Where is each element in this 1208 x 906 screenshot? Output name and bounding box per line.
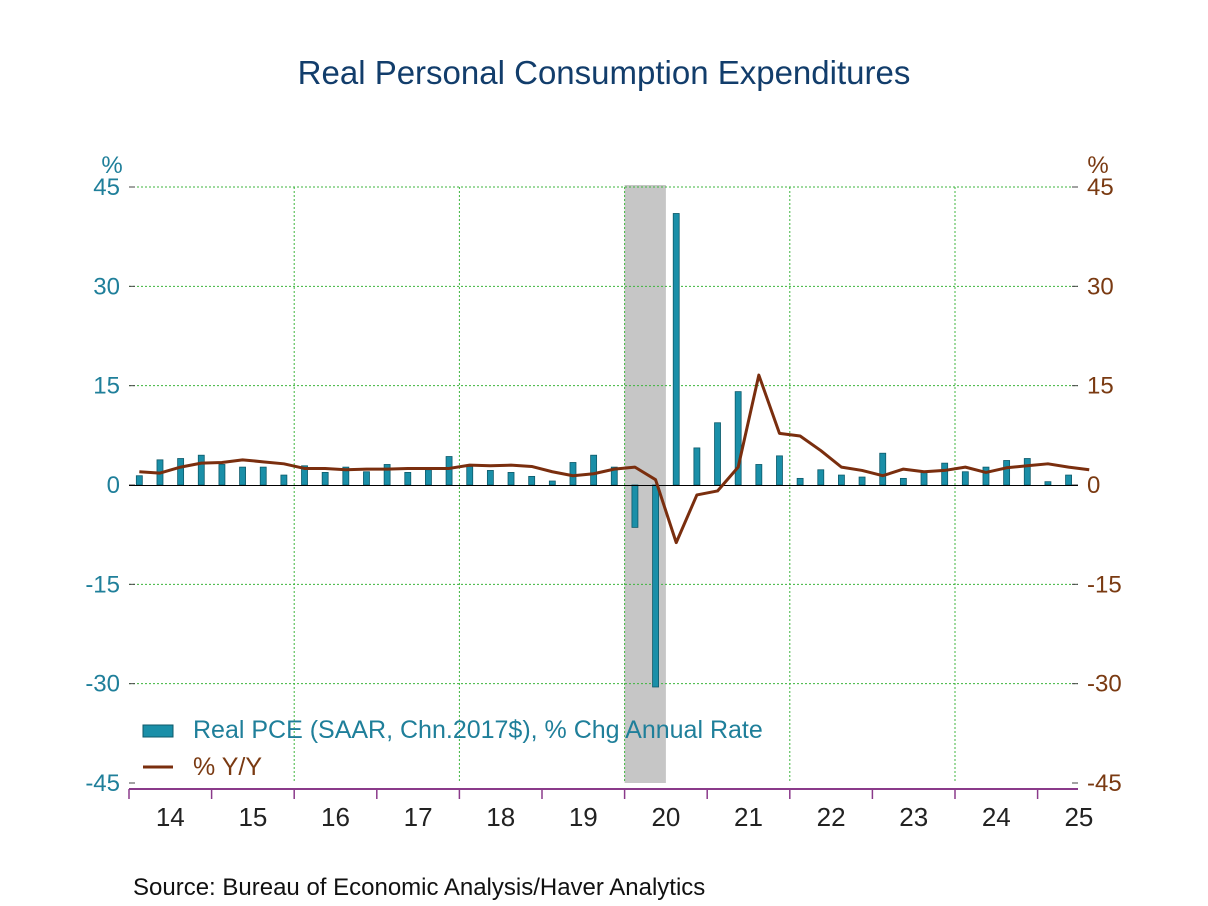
bar bbox=[548, 480, 556, 486]
right-tick-label: -45 bbox=[1087, 770, 1122, 797]
bar bbox=[879, 452, 887, 486]
bar bbox=[961, 471, 969, 486]
bar bbox=[941, 462, 949, 486]
bar bbox=[486, 470, 494, 486]
bar bbox=[1044, 481, 1052, 486]
yoy-line-series bbox=[139, 373, 1090, 545]
right-tick-label: 45 bbox=[1087, 174, 1114, 201]
x-tick-label: 17 bbox=[404, 802, 433, 832]
bar-series bbox=[135, 213, 1072, 688]
x-tick-label: 24 bbox=[982, 802, 1011, 832]
bar bbox=[776, 455, 783, 486]
bar bbox=[466, 466, 474, 486]
x-axis-labels: 14 15 16 17 18 19 20 21 22 23 24 25 bbox=[156, 802, 1094, 832]
right-tick-label: -15 bbox=[1087, 571, 1122, 598]
bar bbox=[218, 464, 226, 486]
x-tick-label: 15 bbox=[238, 802, 267, 832]
bar bbox=[363, 471, 370, 486]
left-tick-label: 0 bbox=[107, 472, 120, 499]
legend-line-label: % Y/Y bbox=[193, 753, 262, 781]
bar bbox=[445, 456, 453, 486]
left-tick-label: 45 bbox=[93, 174, 120, 201]
left-axis-unit: % bbox=[101, 152, 122, 179]
chart-title: Real Personal Consumption Expenditures bbox=[298, 54, 911, 91]
bar bbox=[528, 475, 536, 486]
right-axis-ticks: 45 30 15 0 -15 -30 -45 bbox=[1072, 174, 1122, 797]
legend: Real PCE (SAAR, Chn.2017$), % Chg Annual… bbox=[142, 716, 763, 781]
bar bbox=[197, 454, 205, 486]
bar bbox=[672, 213, 680, 486]
bar bbox=[507, 472, 515, 486]
bar bbox=[404, 472, 412, 486]
legend-bar-label: Real PCE (SAAR, Chn.2017$), % Chg Annual… bbox=[193, 716, 763, 744]
x-tick-label: 20 bbox=[651, 802, 680, 832]
bar bbox=[177, 458, 185, 486]
bar bbox=[569, 462, 577, 486]
x-tick-label: 22 bbox=[817, 802, 846, 832]
x-tick-label: 21 bbox=[734, 802, 763, 832]
bar bbox=[714, 422, 721, 486]
x-axis bbox=[128, 788, 1078, 799]
bar bbox=[693, 447, 701, 486]
left-tick-label: -30 bbox=[85, 671, 120, 698]
bar bbox=[817, 469, 825, 486]
right-tick-label: 30 bbox=[1087, 273, 1114, 300]
bar bbox=[755, 464, 763, 486]
bar bbox=[590, 454, 598, 486]
source-note: Source: Bureau of Economic Analysis/Have… bbox=[133, 874, 705, 901]
left-tick-label: -15 bbox=[85, 571, 120, 598]
bar bbox=[1003, 460, 1011, 486]
bar bbox=[982, 466, 990, 486]
bar bbox=[135, 475, 143, 486]
bar bbox=[631, 484, 639, 528]
legend-bar-swatch bbox=[142, 724, 174, 738]
x-tick-label: 14 bbox=[156, 802, 185, 832]
right-tick-label: 15 bbox=[1087, 373, 1114, 400]
bar bbox=[652, 484, 659, 688]
bar bbox=[321, 472, 329, 486]
recession-band bbox=[624, 185, 666, 783]
x-tick-label: 16 bbox=[321, 802, 350, 832]
right-tick-label: -30 bbox=[1087, 671, 1122, 698]
bar bbox=[425, 469, 432, 486]
bar bbox=[858, 476, 866, 486]
x-tick-label: 18 bbox=[486, 802, 515, 832]
bar bbox=[1065, 474, 1072, 486]
left-tick-label: 15 bbox=[93, 373, 120, 400]
x-tick-label: 25 bbox=[1064, 802, 1093, 832]
bar bbox=[259, 466, 267, 486]
bar bbox=[239, 466, 246, 486]
x-tick-label: 23 bbox=[899, 802, 928, 832]
bar bbox=[1023, 458, 1031, 486]
left-axis-ticks: 45 30 15 0 -15 -30 -45 bbox=[85, 174, 135, 797]
bar bbox=[280, 474, 288, 486]
right-tick-label: 0 bbox=[1087, 472, 1100, 499]
bar bbox=[838, 474, 845, 486]
bar bbox=[899, 477, 907, 486]
left-tick-label: 30 bbox=[93, 273, 120, 300]
x-tick-label: 19 bbox=[569, 802, 598, 832]
bar bbox=[796, 477, 804, 486]
right-axis-unit: % bbox=[1087, 152, 1108, 179]
left-tick-label: -45 bbox=[85, 770, 120, 797]
recession-shading-layer bbox=[624, 185, 666, 783]
